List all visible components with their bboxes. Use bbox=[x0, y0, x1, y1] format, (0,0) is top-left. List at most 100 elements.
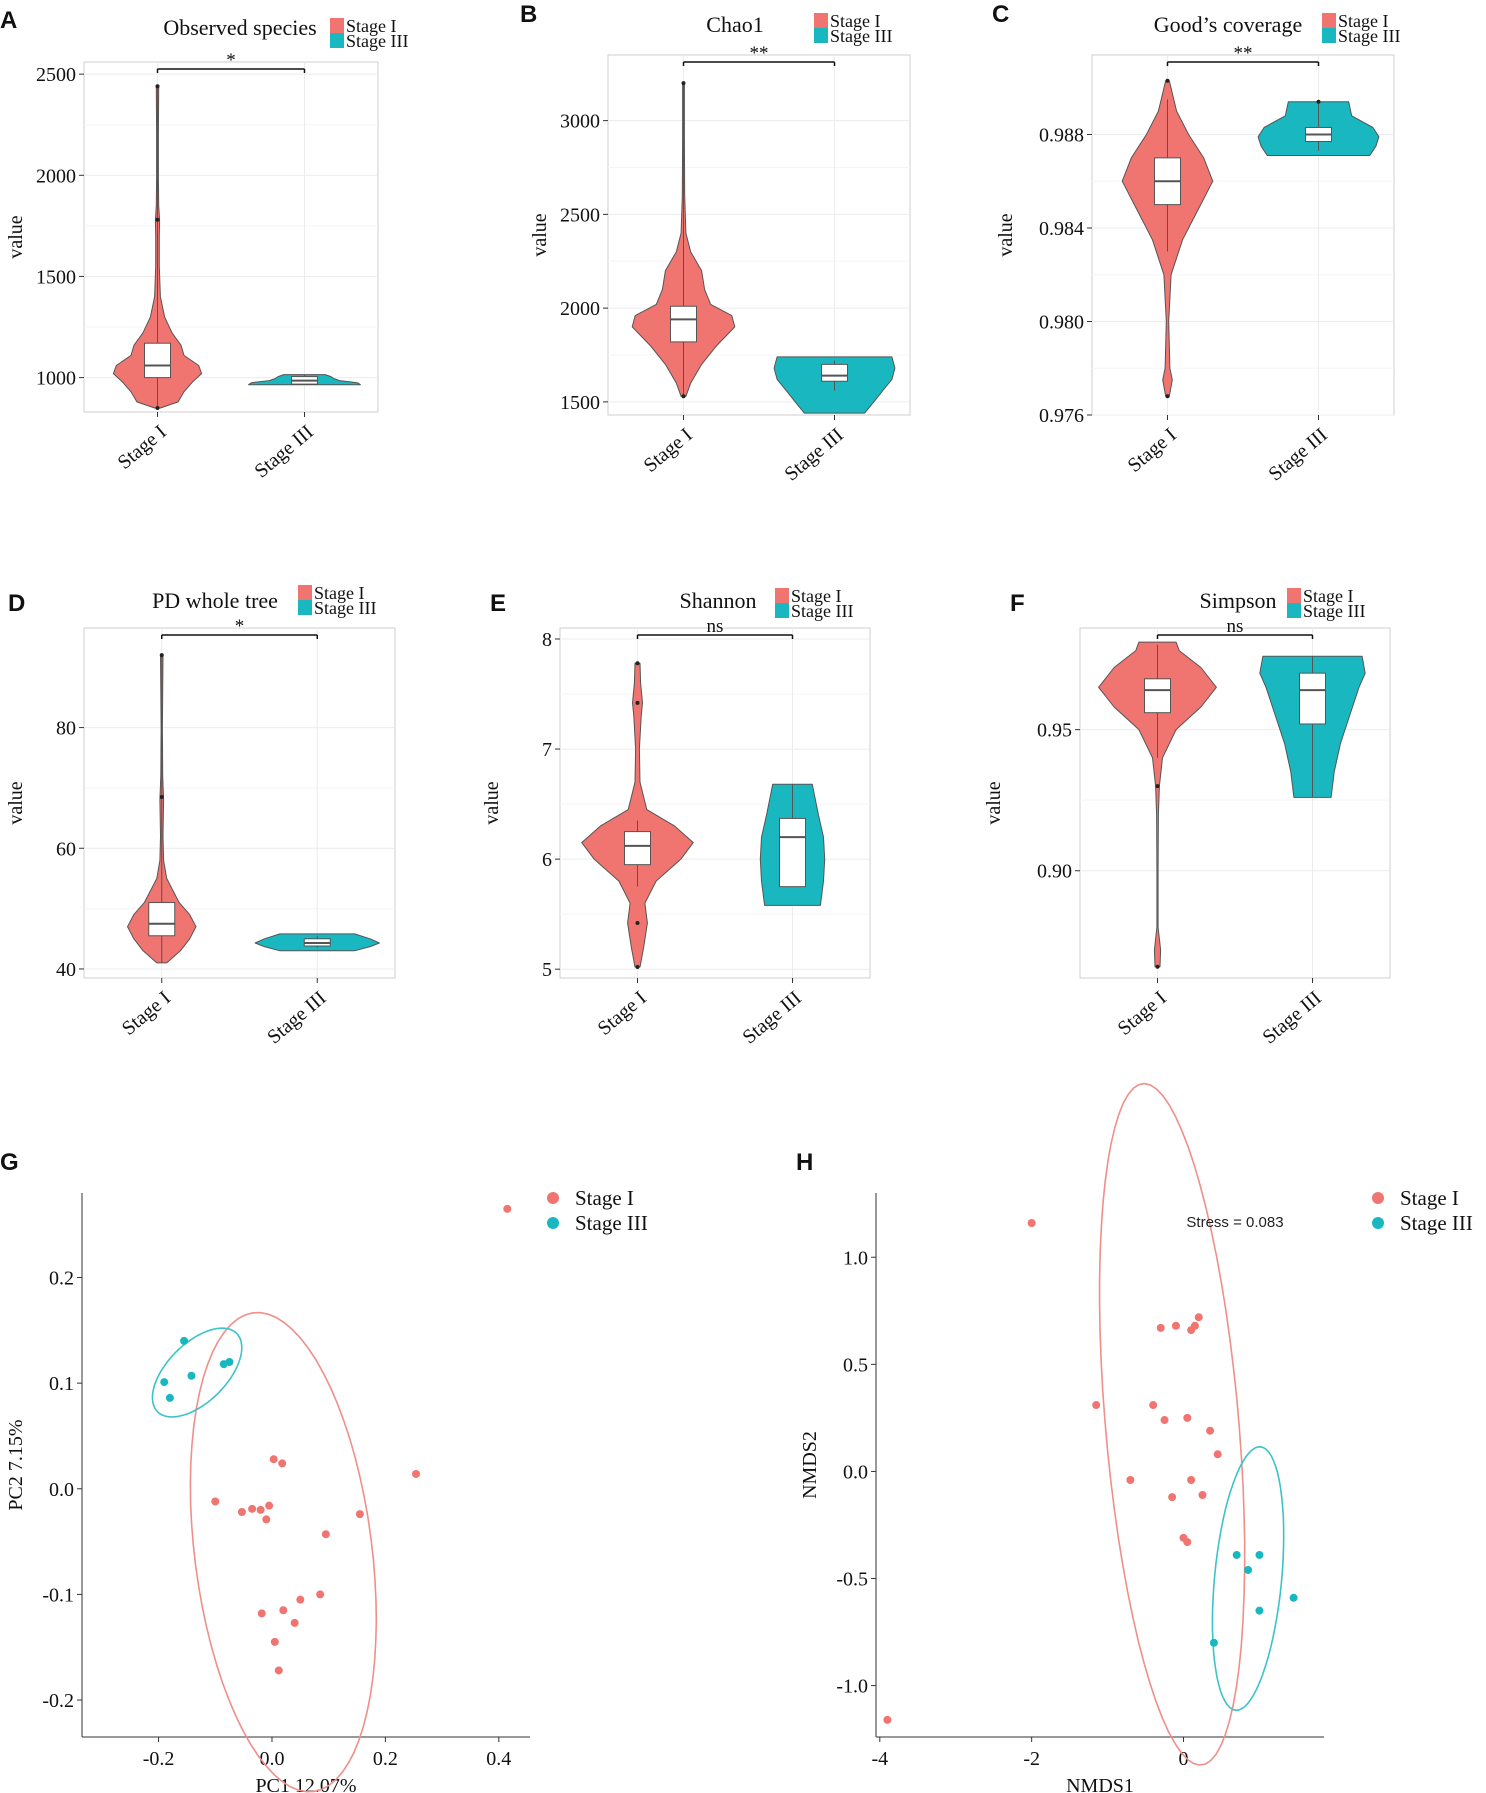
point-stage-i bbox=[503, 1204, 512, 1213]
point-stage-i bbox=[278, 1459, 287, 1468]
point-stage-iii bbox=[180, 1336, 189, 1345]
x-tick-label: 0.4 bbox=[486, 1748, 511, 1770]
x-tick-label: Stage III bbox=[1264, 424, 1331, 485]
y-tick-label: 1500 bbox=[560, 392, 600, 414]
point-stage-i bbox=[270, 1637, 279, 1646]
point-stage-i bbox=[1126, 1475, 1135, 1484]
legend-label: Stage I bbox=[314, 583, 364, 603]
y-tick-label: 0.90 bbox=[1037, 861, 1072, 883]
point-stage-i bbox=[257, 1609, 266, 1618]
point-stage-i bbox=[237, 1508, 246, 1517]
outlier-point bbox=[155, 217, 160, 222]
y-tick-label: 2500 bbox=[560, 204, 600, 226]
point-stage-i bbox=[883, 1715, 892, 1724]
point-stage-i bbox=[1156, 1323, 1165, 1332]
y-axis-label: value bbox=[995, 213, 1017, 256]
confidence-ellipse-stage-i bbox=[189, 1311, 378, 1793]
point-stage-i bbox=[1092, 1401, 1101, 1410]
significance-label: * bbox=[226, 50, 236, 71]
y-tick-label: -0.2 bbox=[42, 1690, 74, 1712]
y-tick-label: 0.5 bbox=[843, 1354, 868, 1376]
point-stage-iii bbox=[165, 1393, 174, 1402]
outlier-point bbox=[681, 81, 686, 86]
point-stage-iii bbox=[1209, 1638, 1218, 1647]
y-tick-label: -0.5 bbox=[836, 1569, 868, 1591]
y-axis-label: value bbox=[5, 781, 27, 824]
significance-label: ** bbox=[1234, 43, 1253, 64]
y-tick-label: 1500 bbox=[36, 266, 76, 288]
point-stage-i bbox=[211, 1497, 220, 1506]
significance-label: ns bbox=[707, 616, 724, 637]
y-tick-label: 0.980 bbox=[1039, 311, 1084, 333]
legend-label: Stage III bbox=[575, 1211, 648, 1235]
y-tick-label: 5 bbox=[542, 959, 552, 981]
point-stage-iii bbox=[187, 1371, 196, 1380]
legend-label: Stage III bbox=[791, 601, 853, 621]
legend-swatch bbox=[298, 600, 312, 615]
x-tick-label: Stage I bbox=[114, 421, 171, 474]
x-tick-label: -0.2 bbox=[143, 1748, 175, 1770]
point-stage-iii bbox=[1289, 1593, 1298, 1602]
outlier-point bbox=[1316, 99, 1321, 104]
x-tick-label: Stage III bbox=[780, 424, 847, 485]
x-tick-label: -2 bbox=[1023, 1748, 1040, 1770]
legend-swatch bbox=[775, 603, 789, 618]
point-stage-i bbox=[355, 1510, 364, 1519]
confidence-ellipse-stage-i bbox=[1098, 1082, 1246, 1766]
panel-letter: B bbox=[520, 1, 537, 28]
box bbox=[624, 831, 651, 866]
significance-label: ** bbox=[750, 43, 769, 64]
outlier-point bbox=[155, 405, 160, 410]
point-stage-i bbox=[290, 1618, 299, 1627]
legend-swatch bbox=[814, 13, 828, 28]
legend-label: Stage III bbox=[314, 598, 376, 618]
y-axis-label: NMDS2 bbox=[799, 1431, 821, 1499]
point-stage-iii bbox=[219, 1360, 228, 1369]
box bbox=[148, 902, 176, 937]
panel-letter: C bbox=[992, 1, 1009, 28]
y-tick-label: 8 bbox=[542, 629, 552, 651]
panel-letter: D bbox=[8, 590, 25, 617]
point-stage-i bbox=[321, 1530, 330, 1539]
legend-label: Stage I bbox=[791, 586, 841, 606]
outlier-point bbox=[681, 394, 686, 399]
legend-label: Stage III bbox=[830, 26, 892, 46]
box bbox=[1299, 672, 1326, 725]
point-stage-i bbox=[412, 1469, 421, 1478]
y-tick-label: -0.1 bbox=[42, 1584, 74, 1606]
outlier-point bbox=[635, 661, 640, 666]
y-tick-label: 0.2 bbox=[49, 1268, 74, 1290]
y-tick-label: 40 bbox=[56, 959, 76, 981]
x-tick-label: Stage I bbox=[1124, 424, 1181, 477]
y-tick-label: 80 bbox=[56, 718, 76, 740]
x-tick-label: Stage I bbox=[640, 424, 697, 477]
y-tick-label: 7 bbox=[542, 739, 552, 761]
y-axis-label: value bbox=[983, 781, 1005, 824]
outlier-point bbox=[635, 964, 640, 969]
panel-g: G -0.2 -0.1 0.0 0.1 0.2 -0.2 0.0 0.2 0.4 PC1 12.07… bbox=[0, 1149, 648, 1793]
legend-swatch bbox=[775, 588, 789, 603]
y-axis-label: value bbox=[5, 215, 27, 258]
point-stage-i bbox=[1194, 1313, 1203, 1322]
legend-label: Stage I bbox=[575, 1186, 634, 1210]
y-tick-label: 3000 bbox=[560, 111, 600, 133]
y-tick-label: 0.0 bbox=[49, 1479, 74, 1501]
panel-title: Observed species bbox=[163, 15, 316, 40]
point-stage-i bbox=[265, 1501, 274, 1510]
legend-swatch bbox=[1287, 603, 1301, 618]
legend-label: Stage I bbox=[346, 16, 396, 36]
legend-label: Stage I bbox=[1338, 11, 1388, 31]
legend-marker bbox=[1372, 1192, 1384, 1204]
x-tick-label: Stage I bbox=[118, 987, 175, 1040]
outlier-point bbox=[635, 920, 640, 925]
x-tick-label: Stage I bbox=[1114, 987, 1171, 1040]
x-tick-label: 0.2 bbox=[373, 1748, 398, 1770]
point-stage-i bbox=[1198, 1490, 1207, 1499]
y-tick-label: 0.976 bbox=[1039, 405, 1084, 427]
outlier-point bbox=[159, 794, 164, 799]
point-stage-i bbox=[1183, 1538, 1192, 1547]
